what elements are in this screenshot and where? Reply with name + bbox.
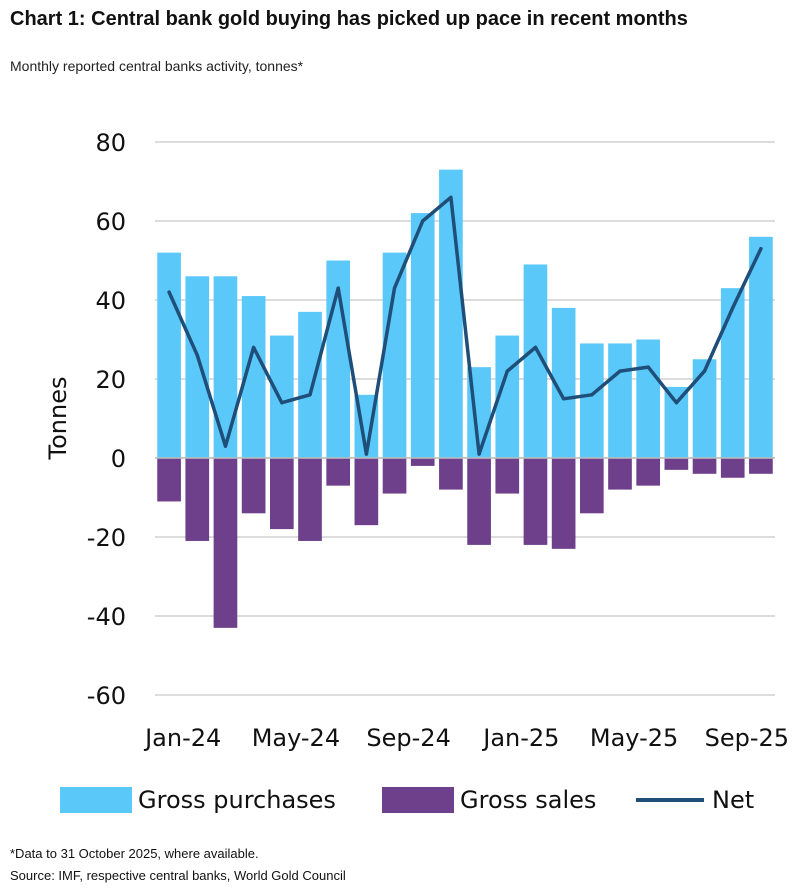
bar-gross-sales [579, 458, 604, 514]
x-tick-labels: Jan-24 May-24 Sep-24 Jan-25 May-25 Sep-25 [143, 724, 789, 752]
bar-gross-purchases [410, 213, 435, 458]
y-tick-label: 0 [111, 445, 126, 473]
net-point [421, 219, 425, 223]
bar-gross-purchases [636, 339, 661, 458]
net-point [308, 393, 312, 397]
bar-gross-purchases [749, 236, 773, 458]
x-tick-label: Jan-25 [481, 724, 559, 752]
bar-gross-sales [354, 458, 379, 526]
bar-gross-sales [664, 458, 689, 470]
y-tick-label: 20 [95, 366, 126, 394]
y-tick-label: 80 [95, 129, 126, 157]
bar-gross-sales [720, 458, 745, 478]
legend-label-purchases: Gross purchases [138, 786, 336, 814]
chart-title: Chart 1: Central bank gold buying has pi… [10, 8, 688, 30]
net-point [562, 397, 566, 401]
net-point [702, 369, 707, 373]
x-tick-label: May-24 [252, 724, 340, 752]
bar-gross-sales [326, 458, 351, 486]
source-note: Source: IMF, respective central banks, W… [10, 868, 346, 883]
net-line-layer [167, 195, 763, 456]
x-tick-label: May-25 [590, 724, 678, 752]
net-point [280, 401, 284, 405]
legend-item-net: Net [636, 786, 754, 814]
bar-gross-purchases [241, 296, 266, 458]
bar-gross-purchases [269, 335, 294, 458]
net-point [252, 345, 256, 349]
bar-gross-purchases [185, 276, 210, 458]
legend-swatch-net [636, 798, 704, 802]
net-point [364, 452, 368, 456]
x-tick-label: Sep-25 [705, 724, 789, 752]
chart-subtitle: Monthly reported central banks activity,… [10, 58, 304, 74]
y-tick-label: 60 [95, 208, 126, 236]
bar-gross-sales [185, 458, 210, 541]
y-axis-label: Tonnes [44, 377, 72, 461]
y-tick-label: -40 [87, 603, 126, 631]
x-tick-label: Sep-24 [366, 724, 450, 752]
bar-gross-sales [157, 458, 181, 502]
y-tick-label: -20 [87, 524, 126, 552]
bar-gross-sales [439, 458, 463, 490]
legend-label-net: Net [712, 786, 755, 814]
bar-gross-sales [213, 458, 238, 628]
net-point [449, 195, 453, 199]
net-point [505, 369, 509, 373]
net-point [477, 452, 481, 456]
bar-gross-purchases [523, 264, 548, 458]
bar-gross-sales [749, 458, 773, 474]
net-point [759, 247, 763, 251]
bar-gross-purchases [551, 307, 576, 458]
bar-gross-purchases [720, 288, 745, 458]
bar-gross-sales [298, 458, 322, 541]
bar-gross-sales [410, 458, 435, 466]
net-line [167, 195, 763, 456]
legend-swatch-purchases [60, 787, 132, 813]
bar-gross-sales [636, 458, 661, 486]
bar-gross-purchases [382, 252, 407, 458]
net-point [674, 401, 678, 405]
bar-gross-purchases [692, 359, 717, 458]
bar-gross-sales [692, 458, 717, 474]
legend-item-purchases: Gross purchases [60, 786, 336, 814]
bar-gross-purchases [213, 276, 238, 458]
net-point [223, 444, 228, 448]
net-point [336, 286, 340, 290]
net-point [195, 353, 199, 357]
bar-gross-sales [382, 458, 407, 494]
y-tick-label: 40 [95, 287, 126, 315]
net-point [392, 286, 397, 290]
bar-gross-sales [608, 458, 632, 490]
bar-gross-sales [523, 458, 548, 545]
x-tick-label: Jan-24 [143, 724, 221, 752]
bar-gross-sales [551, 458, 576, 549]
legend-item-sales: Gross sales [382, 786, 596, 814]
y-tick-label: -60 [87, 682, 126, 710]
bar-gross-purchases [298, 311, 322, 458]
net-point [731, 306, 735, 310]
bar-gross-sales [495, 458, 520, 494]
bar-gross-purchases [664, 386, 689, 458]
bar-gross-purchases [579, 343, 604, 458]
net-point [618, 369, 622, 373]
bar-gross-sales [269, 458, 294, 530]
net-point [646, 365, 650, 369]
legend-label-sales: Gross sales [460, 786, 597, 814]
net-point [167, 290, 171, 294]
footnote: *Data to 31 October 2025, where availabl… [10, 846, 259, 861]
legend-swatch-sales [382, 787, 454, 813]
bar-gross-sales [467, 458, 491, 545]
net-point [590, 393, 594, 397]
y-tick-labels: 80 60 40 20 0 -20 -40 -60 [87, 129, 126, 710]
bar-gross-purchases [608, 343, 632, 458]
bar-gross-purchases [157, 252, 181, 458]
net-point [533, 345, 538, 349]
legend: Gross purchases Gross sales Net [0, 786, 798, 826]
bar-gross-sales [241, 458, 266, 514]
